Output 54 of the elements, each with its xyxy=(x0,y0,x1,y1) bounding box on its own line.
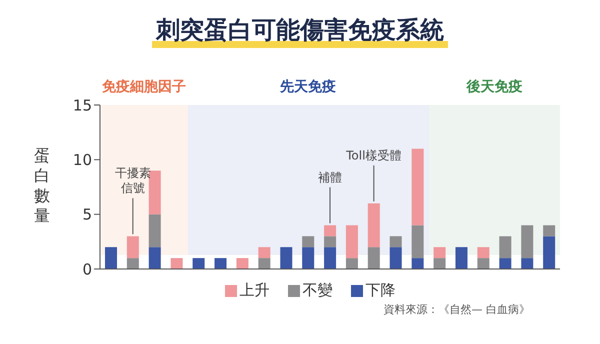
bar xyxy=(324,225,336,236)
bar xyxy=(324,236,336,248)
bar xyxy=(390,236,402,248)
y-axis-title: 蛋白數量 xyxy=(34,146,50,225)
bar xyxy=(412,225,424,258)
bar xyxy=(521,225,534,258)
bar xyxy=(148,214,161,248)
bar xyxy=(543,225,556,236)
bar xyxy=(543,236,556,269)
annotation: Toll樣受體 xyxy=(345,148,402,162)
y-tick-label: 15 xyxy=(72,96,92,114)
bar xyxy=(521,258,534,269)
bar xyxy=(368,203,380,248)
legend-label: 上升 xyxy=(238,281,270,300)
bar xyxy=(192,258,205,269)
bar xyxy=(390,247,402,269)
bar xyxy=(499,236,512,258)
bar xyxy=(105,247,117,269)
bar xyxy=(477,258,490,269)
bar xyxy=(170,258,183,269)
bar xyxy=(412,148,424,226)
bar xyxy=(324,247,336,269)
bar xyxy=(302,247,314,269)
text: 後天免疫 xyxy=(465,78,524,96)
bar xyxy=(455,247,468,269)
bar xyxy=(434,247,446,258)
bar xyxy=(499,258,512,269)
bar xyxy=(236,258,248,269)
bar xyxy=(214,258,227,269)
legend-label: 不變 xyxy=(302,281,332,300)
bar xyxy=(258,258,270,269)
bar xyxy=(346,258,358,269)
bar xyxy=(148,170,161,214)
bar xyxy=(258,247,270,258)
annotation: 干擾素信號 xyxy=(114,166,151,196)
legend-label: 下降 xyxy=(364,281,396,300)
y-tick-label: 10 xyxy=(72,150,92,169)
bar xyxy=(412,258,424,269)
bar xyxy=(368,247,380,269)
bar xyxy=(346,225,358,258)
text: 先天免疫 xyxy=(278,78,338,96)
chart-title: 刺突蛋白可能傷害免疫系統 xyxy=(152,16,448,48)
bar xyxy=(148,247,161,269)
source-note: 資料來源：《自然— 白血病》 xyxy=(384,302,530,317)
bar xyxy=(434,258,446,269)
bar xyxy=(126,236,139,258)
y-tick-label: 5 xyxy=(82,206,92,224)
bar xyxy=(280,247,292,269)
bar xyxy=(477,247,490,258)
bar xyxy=(126,258,139,269)
y-tick-label: 0 xyxy=(82,260,92,278)
bar xyxy=(302,236,314,248)
text: 免疫細胞因子 xyxy=(100,78,187,96)
annotation: 補體 xyxy=(318,170,342,184)
